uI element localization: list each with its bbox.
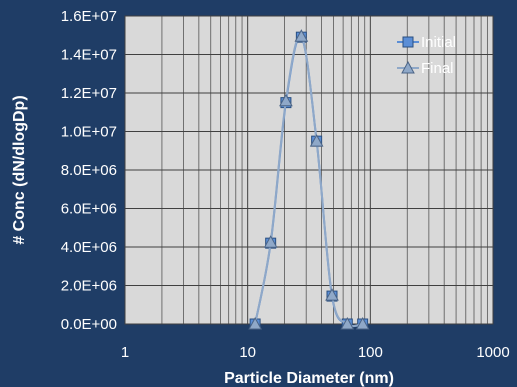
y-tick-label: 4.0E+06 [61,239,117,256]
x-tick-label: 100 [358,344,383,361]
data-point-final [340,316,355,330]
y-tick-label: 2.0E+06 [61,278,117,295]
data-point-final [248,316,262,330]
legend-label-initial: Initial [421,34,456,51]
legend-label-final: Final [421,60,454,77]
data-point-final [355,316,370,330]
y-axis-title: # Conc (dN/dlogDp) [11,95,28,244]
y-tick-label: 6.0E+06 [61,201,117,218]
data-point-final [263,235,278,248]
y-tick-label: 1.0E+07 [61,124,117,141]
data-point-final [294,29,309,42]
legend-marker-initial [402,36,414,48]
data-point-final [279,93,293,107]
y-tick-label: 1.6E+07 [61,8,117,25]
x-axis-title: Particle Diameter (nm) [224,370,394,387]
y-tick-label: 1.2E+07 [61,85,117,102]
plot-area-border [124,15,494,325]
x-tick-label: 1000 [476,344,509,361]
x-tick-label: 10 [239,344,256,361]
legend-marker-final [401,60,415,74]
data-point-final [309,134,324,147]
series-final [248,29,370,330]
data-point-final [325,288,339,301]
legend: Initial Final [397,34,456,77]
y-tick-label: 1.4E+07 [61,47,117,64]
y-tick-label: 8.0E+06 [61,162,117,179]
series-layer [248,29,370,330]
y-tick-label: 0.0E+00 [61,316,117,333]
x-tick-label: 1 [121,344,129,361]
y-axis-ticks: 0.0E+00 2.0E+06 4.0E+06 6.0E+06 8.0E+06 1.0E+… [61,8,117,333]
x-axis-ticks: 1 10 100 1000 [121,344,510,361]
series-line-final [254,34,363,328]
